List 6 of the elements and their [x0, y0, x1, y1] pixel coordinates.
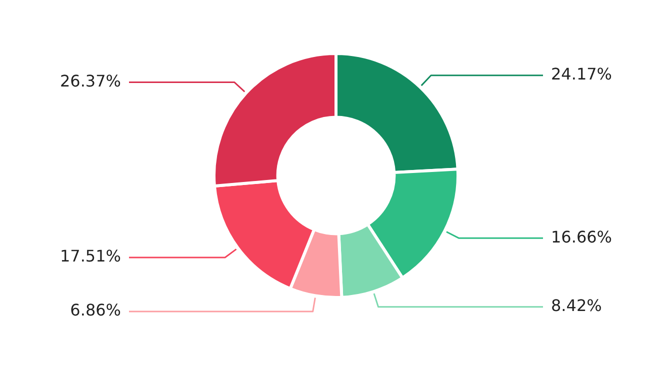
data-label: 6.86% [70, 300, 121, 320]
data-label: 16.66% [551, 227, 612, 246]
data-label: 17.51% [60, 246, 121, 266]
data-label: 24.17% [551, 64, 612, 84]
data-label: 8.42% [551, 296, 602, 316]
data-label: 26.37% [60, 71, 121, 90]
